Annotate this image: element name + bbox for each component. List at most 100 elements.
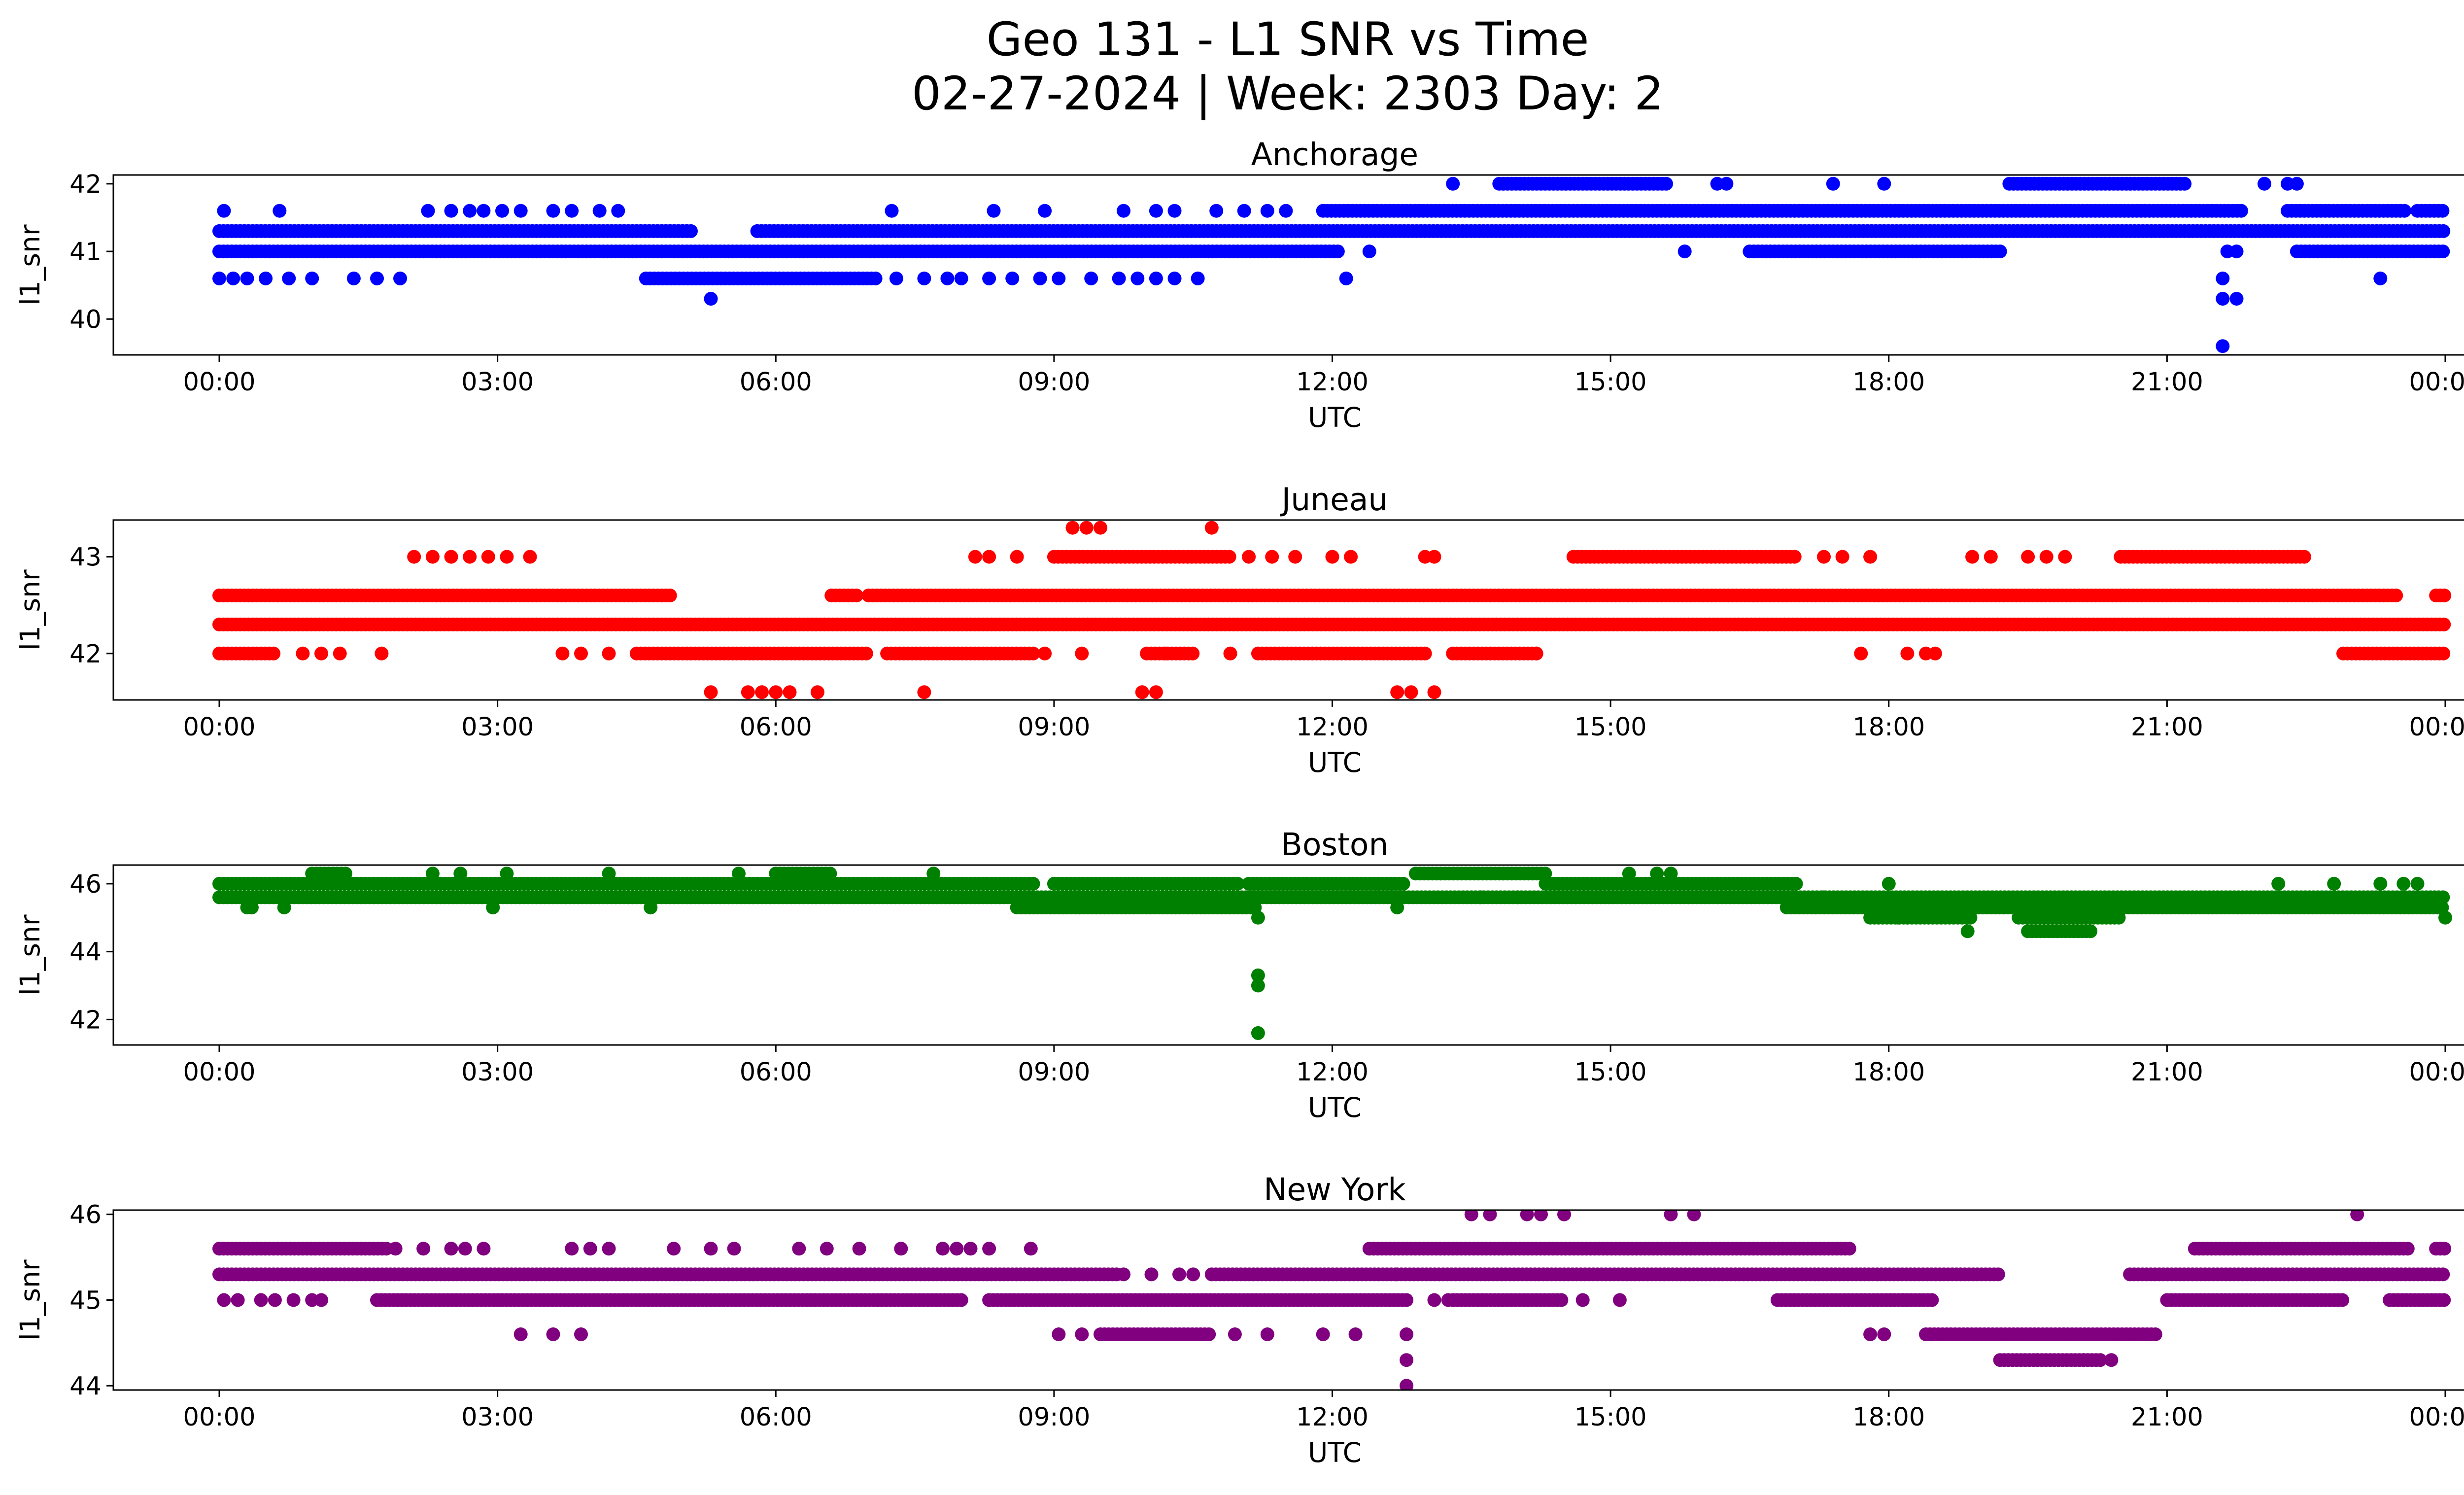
data-point [500,550,514,564]
data-point [273,204,287,218]
data-point [1005,271,1020,285]
data-point [1167,204,1182,218]
y-tick-label: 44 [69,938,102,967]
data-point [1677,244,1692,259]
data-point [1186,646,1200,661]
data-point [1390,685,1404,699]
data-point [226,271,240,285]
data-point [1404,685,1418,699]
data-point [810,685,824,699]
data-point [2436,244,2450,259]
data-point [1065,521,1080,535]
x-tick-label: 09:00 [1018,1058,1090,1087]
x-axis-label: UTC [1308,402,1362,433]
y-axis-label: l1_snr [14,914,46,995]
y-tick-label: 41 [69,238,102,267]
data-point [1854,646,1868,661]
data-point [1052,271,1066,285]
data-point [2396,876,2411,891]
data-point [1010,550,1024,564]
data-point [1344,550,1358,564]
data-point [370,271,384,285]
data-point [1963,910,1978,925]
data-point [2437,617,2451,631]
data-point [463,204,477,218]
data-point [267,646,281,661]
data-point [2229,292,2244,306]
data-point [1826,176,1840,191]
data-point [296,646,310,661]
data-point [1222,550,1236,564]
x-tick-label: 21:00 [2131,713,2203,742]
data-point [2216,292,2230,306]
data-point [1965,550,1980,564]
data-point [1554,1293,1569,1307]
data-point [1038,204,1052,218]
data-point [1149,685,1163,699]
data-point [500,867,514,881]
y-tick-label: 43 [69,543,102,572]
x-tick-label: 21:00 [2131,368,2203,397]
data-point [1223,646,1237,661]
data-point [346,271,361,285]
data-point [574,646,588,661]
x-tick-label: 00:00 [2409,368,2464,397]
data-point [425,550,440,564]
data-point [644,901,658,915]
data-point [1094,521,1107,535]
data-point [602,646,616,661]
data-point [732,867,746,881]
x-tick-label: 00:00 [183,1058,256,1087]
data-point [1167,271,1182,285]
data-point [2373,271,2388,285]
x-tick-label: 12:00 [1296,713,1369,742]
data-point [1038,646,1052,661]
data-point [592,204,607,218]
data-point [2258,176,2271,191]
x-tick-label: 18:00 [1852,1058,1925,1087]
data-point [1130,271,1145,285]
data-point [889,271,903,285]
data-point [2436,1267,2450,1282]
data-point [769,685,783,699]
x-tick-label: 00:00 [2409,1058,2464,1087]
data-point [926,867,941,881]
data-point [481,550,495,564]
y-tick-label: 46 [69,870,102,899]
x-tick-label: 15:00 [1574,1058,1647,1087]
data-point [259,271,273,285]
data-point [277,901,291,915]
x-tick-label: 03:00 [461,368,534,397]
data-point [1622,867,1636,881]
data-point [2290,176,2304,191]
data-point [1538,867,1552,881]
data-point [2437,1293,2451,1307]
data-point [1260,204,1274,218]
x-tick-label: 18:00 [1852,713,1925,742]
y-tick-label: 42 [69,1006,102,1035]
data-point [1664,867,1678,881]
data-point [741,685,755,699]
x-tick-label: 00:00 [183,713,256,742]
data-point [2437,589,2452,603]
data-point [1112,271,1126,285]
x-tick-label: 00:00 [2409,713,2464,742]
data-point [453,867,468,881]
data-point [212,271,226,285]
data-point [1787,550,1802,564]
data-point [393,271,407,285]
data-point [1331,244,1345,259]
data-point [1877,176,1891,191]
x-tick-label: 06:00 [740,368,812,397]
data-point [244,901,259,915]
data-point [1529,646,1543,661]
data-point [868,271,883,285]
data-point [1789,876,1803,891]
data-point [1427,550,1441,564]
data-point [1984,550,1998,564]
data-point [1362,244,1376,259]
data-point [1817,550,1831,564]
x-tick-label: 15:00 [1574,368,1647,397]
